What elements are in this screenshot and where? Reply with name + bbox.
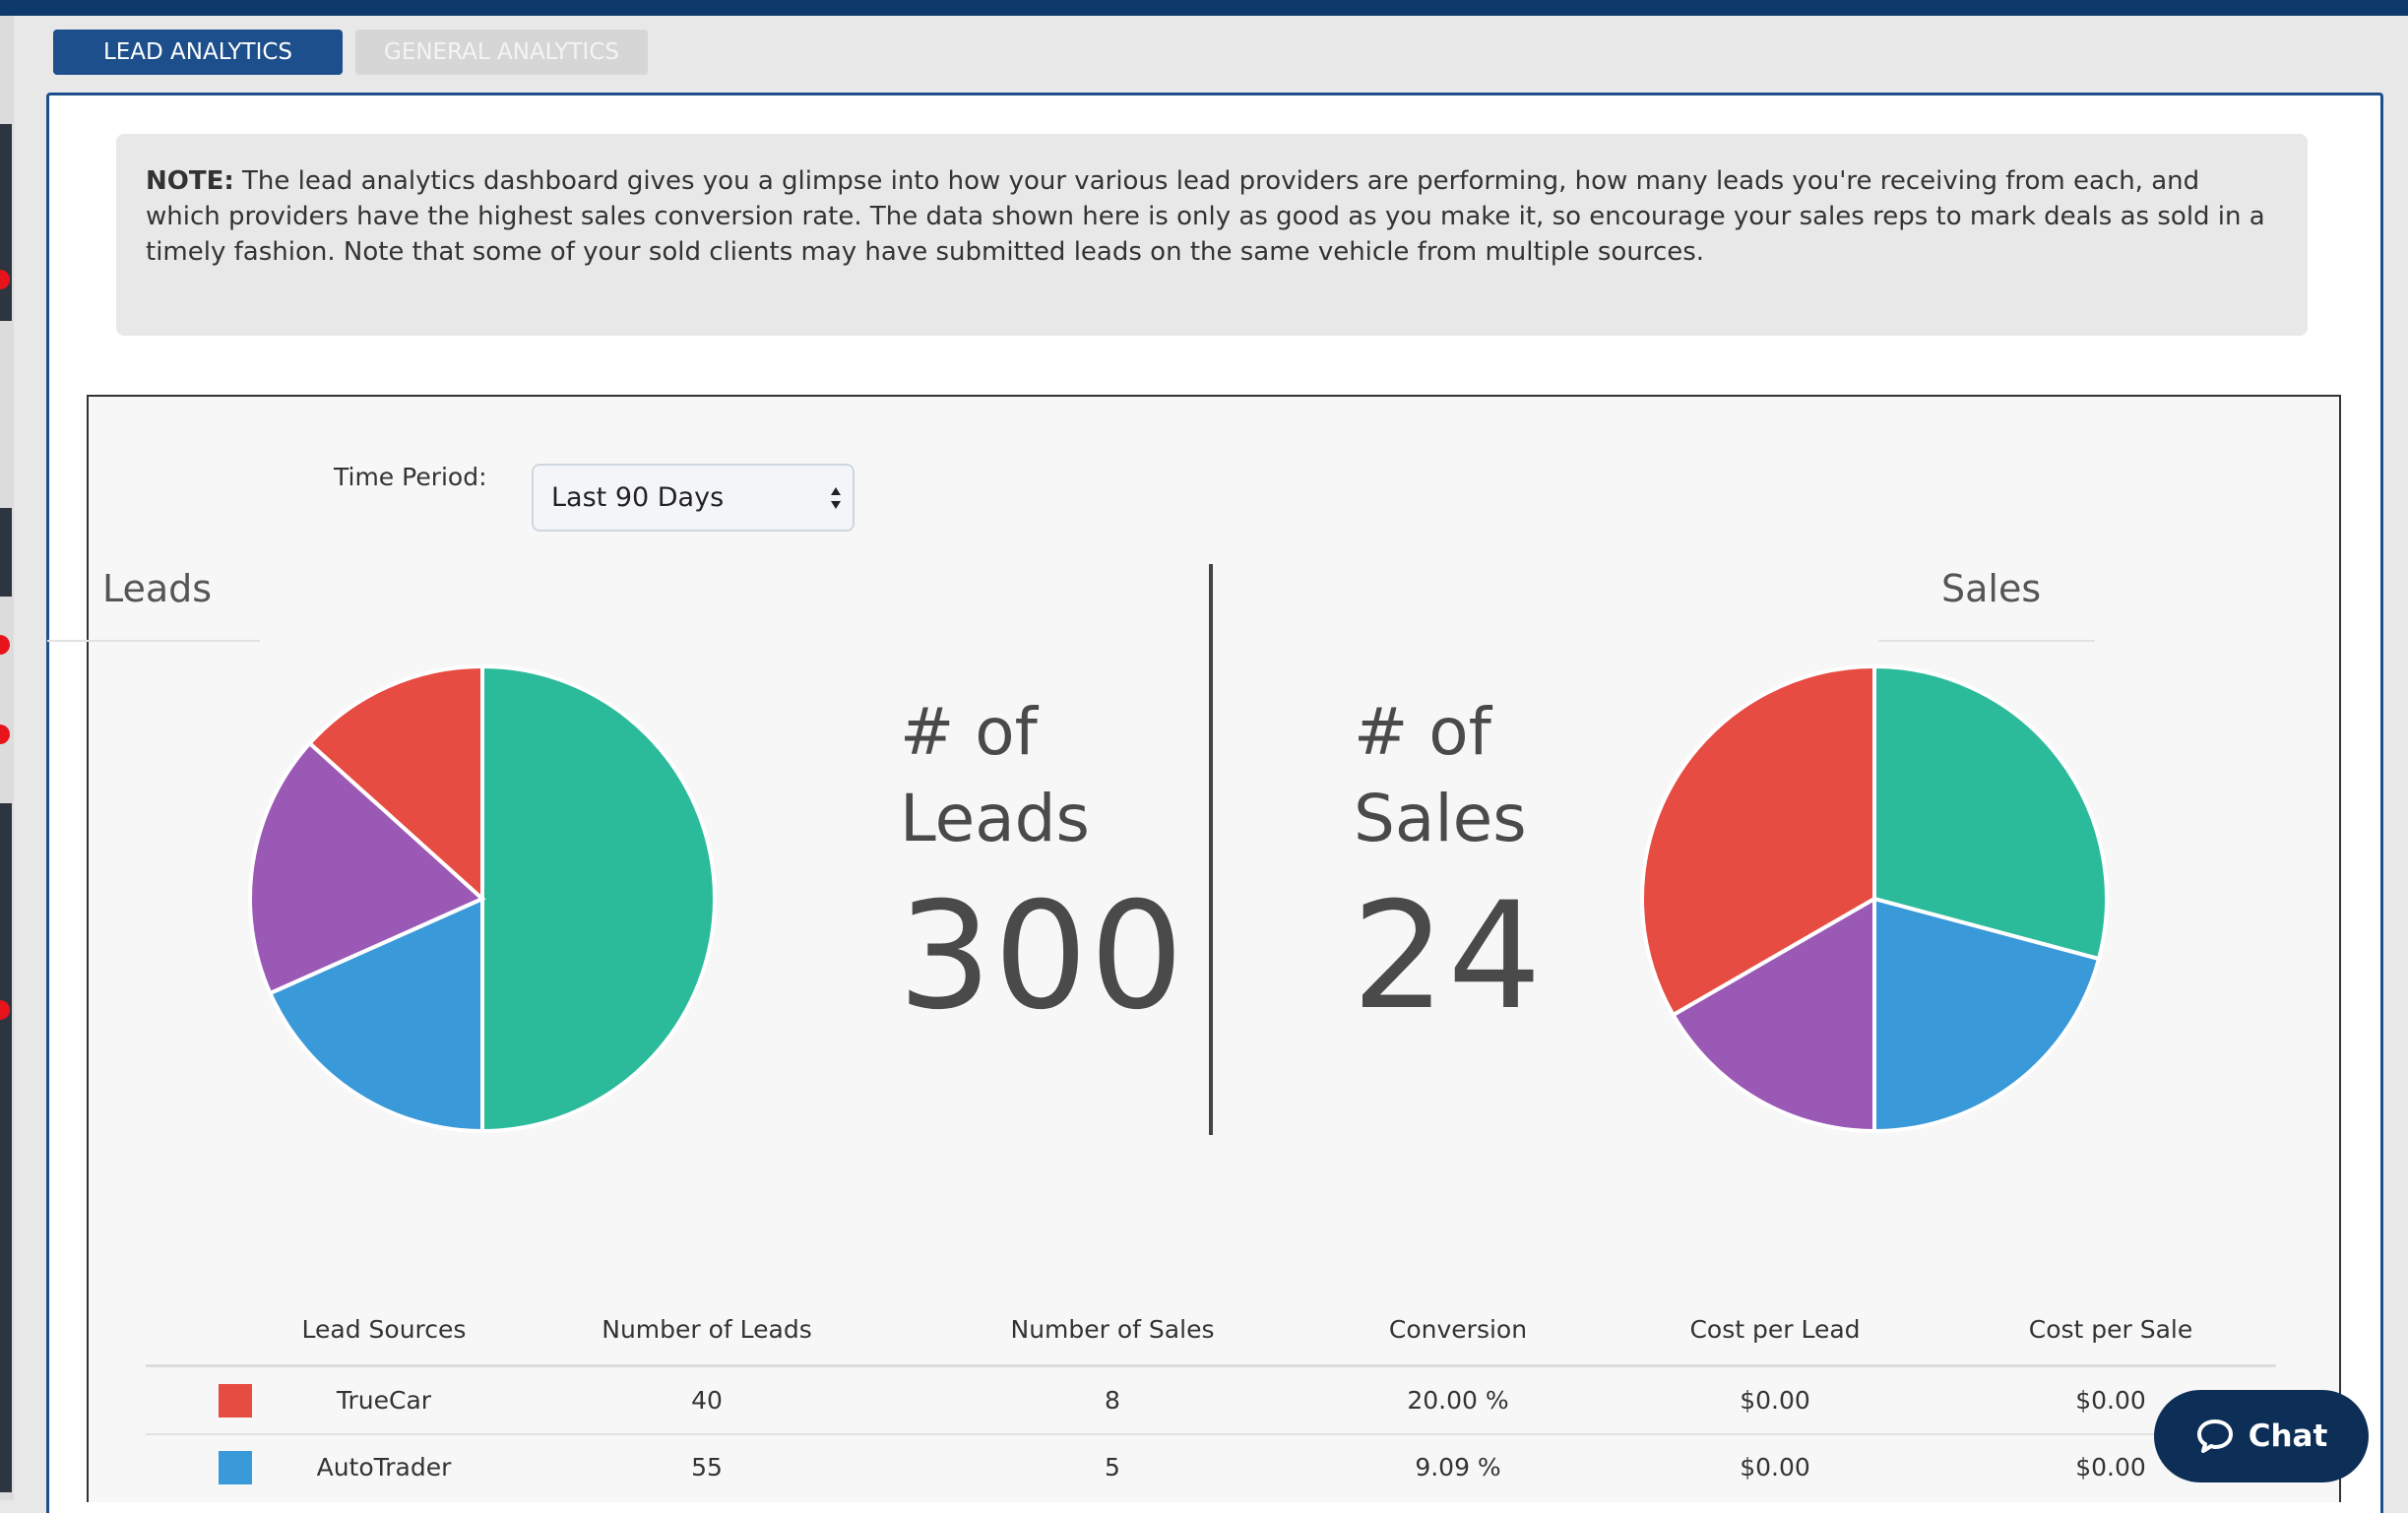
table-cell-sales: 8: [1105, 1386, 1120, 1415]
pie-slice: [1872, 896, 2102, 1134]
sales-pie-chart: [1640, 663, 2109, 1134]
sales-stat-label-2: Sales: [1354, 781, 1527, 856]
col-header-cost-per-lead: Cost per Lead: [1689, 1315, 1861, 1344]
chat-button[interactable]: Chat: [2154, 1390, 2369, 1482]
table-cell-sales: 5: [1105, 1453, 1120, 1481]
tab-lead-analytics[interactable]: LEAD ANALYTICS: [53, 30, 343, 75]
tab-general-analytics[interactable]: GENERAL ANALYTICS: [355, 30, 648, 75]
time-period-value: Last 90 Days: [551, 482, 725, 513]
table-cell-cost-per-lead: $0.00: [1740, 1453, 1810, 1481]
select-arrows-icon: [831, 487, 841, 509]
pie-slice: [1670, 895, 1876, 1134]
leads-title: Leads: [102, 567, 213, 610]
pie-slice: [306, 663, 484, 904]
table-cell-leads: 40: [691, 1386, 723, 1415]
table-cell-source: AutoTrader: [316, 1453, 452, 1481]
row-color-swatch: [219, 1451, 252, 1484]
sales-title: Sales: [1941, 567, 2042, 610]
chat-bubble-icon: [2196, 1419, 2233, 1453]
table-cell-cost-per-sale: $0.00: [2075, 1386, 2146, 1415]
pie-slice: [267, 895, 484, 1134]
table-cell-conversion: 9.09 %: [1415, 1453, 1501, 1481]
notification-dot[interactable]: [0, 1000, 10, 1020]
row-color-swatch: [219, 1384, 252, 1418]
table-cell-cost-per-lead: $0.00: [1740, 1386, 1810, 1415]
leads-stat-label-2: Leads: [900, 781, 1090, 856]
note-prefix: NOTE:: [146, 166, 234, 196]
sales-count: 24: [1352, 871, 1544, 1042]
leads-pie-chart: [248, 663, 717, 1134]
col-header-conversion: Conversion: [1388, 1315, 1528, 1344]
stats-divider: [1209, 564, 1213, 1135]
col-header-number-of-leads: Number of Leads: [602, 1315, 812, 1344]
col-header-number-of-sales: Number of Sales: [1010, 1315, 1215, 1344]
notification-dot[interactable]: [0, 635, 10, 655]
time-period-label: Time Period:: [334, 463, 487, 491]
leads-stat-label-1: # of: [900, 694, 1038, 770]
time-period-select[interactable]: Last 90 Days: [532, 464, 855, 532]
chat-label: Chat: [2248, 1418, 2328, 1454]
pie-slice: [1872, 663, 2109, 962]
note-text: The lead analytics dashboard gives you a…: [146, 166, 2265, 267]
col-header-cost-per-sale: Cost per Sale: [2028, 1315, 2193, 1344]
table-cell-source: TrueCar: [336, 1386, 432, 1415]
sales-stat-label-1: # of: [1354, 694, 1491, 770]
table-row-divider: [146, 1433, 2276, 1435]
top-bar: [0, 0, 2408, 16]
leads-title-divider: [47, 640, 260, 642]
table-cell-leads: 55: [691, 1453, 723, 1481]
notification-dot[interactable]: [0, 725, 10, 744]
left-sidebar-edge: [0, 16, 14, 1500]
col-header-lead-sources: Lead Sources: [301, 1315, 467, 1344]
leads-count: 300: [898, 871, 1186, 1042]
pie-slice: [480, 663, 717, 1134]
note-box: NOTE: The lead analytics dashboard gives…: [116, 134, 2308, 336]
notification-dot[interactable]: [0, 270, 10, 289]
table-header-divider: [146, 1364, 2276, 1367]
table-cell-cost-per-sale: $0.00: [2075, 1453, 2146, 1481]
pie-slice: [1640, 663, 1876, 1018]
table-cell-conversion: 20.00 %: [1407, 1386, 1509, 1415]
sales-title-divider: [1878, 640, 2095, 642]
pie-slice: [248, 740, 486, 996]
